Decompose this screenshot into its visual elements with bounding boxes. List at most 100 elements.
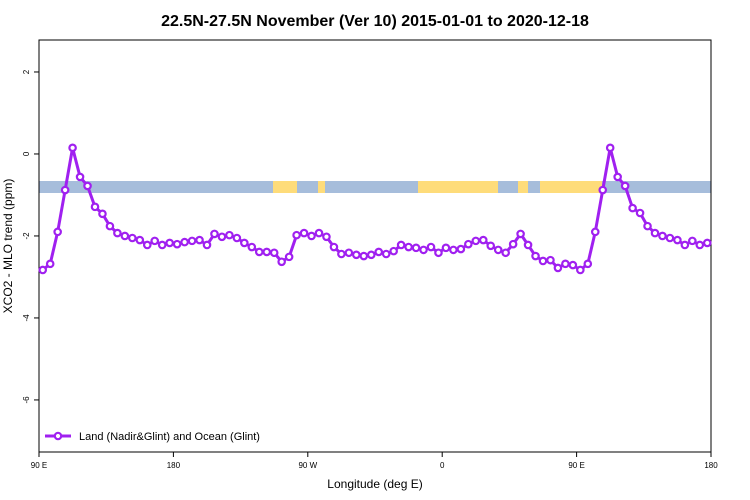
data-point xyxy=(366,250,376,260)
data-point xyxy=(688,236,697,246)
data-point xyxy=(225,230,234,240)
data-point xyxy=(493,245,503,255)
y-tick-label: -2 xyxy=(22,232,31,240)
data-point xyxy=(45,259,55,269)
data-point xyxy=(254,247,264,257)
data-point xyxy=(359,251,369,261)
data-point xyxy=(434,248,443,258)
data-point xyxy=(105,221,115,231)
data-point xyxy=(337,249,346,259)
plot-frame xyxy=(38,39,712,453)
data-point xyxy=(68,143,77,153)
data-point xyxy=(486,241,496,251)
y-axis-label: XCO2 - MLO trend (ppm) xyxy=(1,179,15,314)
data-point xyxy=(501,248,510,258)
data-point xyxy=(628,203,637,213)
data-point xyxy=(352,250,361,260)
y-tick-label: 2 xyxy=(22,69,31,74)
data-point xyxy=(307,231,316,241)
data-point xyxy=(411,243,421,253)
data-point xyxy=(172,239,182,249)
data-point xyxy=(464,239,473,249)
legend-marker xyxy=(53,431,63,441)
data-point xyxy=(643,221,652,231)
data-point xyxy=(240,238,249,248)
data-point xyxy=(150,236,160,246)
data-point xyxy=(568,260,578,270)
data-point xyxy=(284,252,294,262)
data-point xyxy=(195,235,204,245)
data-point xyxy=(180,237,189,247)
data-point xyxy=(90,202,100,212)
data-point xyxy=(120,231,130,241)
data-point xyxy=(471,236,481,246)
data-point xyxy=(128,233,137,243)
data-point xyxy=(441,243,451,253)
y-tick-label: -6 xyxy=(22,396,31,404)
data-point xyxy=(344,248,354,258)
data-point xyxy=(404,242,413,252)
data-point xyxy=(590,227,600,237)
data-point xyxy=(702,238,712,248)
data-point xyxy=(620,181,630,191)
data-point xyxy=(680,240,690,250)
x-axis-label: Longitude (deg E) xyxy=(327,477,422,491)
data-point xyxy=(508,239,518,249)
data-point xyxy=(314,228,324,238)
data-point xyxy=(426,242,436,252)
x-tick-label: 90 E xyxy=(31,461,47,470)
y-tick-label: 0 xyxy=(22,151,31,156)
data-point xyxy=(329,242,339,252)
x-tick-label: 180 xyxy=(167,461,181,470)
data-point xyxy=(516,229,525,239)
data-point xyxy=(650,228,660,238)
map-strip xyxy=(39,181,711,193)
data-point xyxy=(605,143,615,153)
data-point xyxy=(53,227,62,237)
chart-title: 22.5N-27.5N November (Ver 10) 2015-01-01… xyxy=(161,13,589,30)
x-tick-label: 90 E xyxy=(568,461,584,470)
data-point xyxy=(113,228,122,238)
data-point xyxy=(635,208,645,218)
data-point xyxy=(456,244,466,254)
data-point xyxy=(553,263,563,273)
data-point xyxy=(673,235,682,245)
data-point xyxy=(187,236,197,246)
data-point xyxy=(269,248,279,258)
data-point xyxy=(449,245,458,255)
data-point xyxy=(142,240,152,250)
data-point xyxy=(299,228,309,238)
data-point xyxy=(665,233,675,243)
data-point xyxy=(613,172,622,182)
data-point xyxy=(583,259,593,269)
data-point xyxy=(419,245,428,255)
data-point xyxy=(292,230,301,240)
data-point xyxy=(322,232,331,242)
data-point xyxy=(374,247,384,257)
data-point xyxy=(381,249,391,259)
data-point xyxy=(210,229,219,239)
data-point xyxy=(217,232,227,242)
data-point xyxy=(60,185,70,195)
x-tick-label: 180 xyxy=(704,461,718,470)
data-point xyxy=(98,209,107,219)
data-point xyxy=(561,259,570,269)
data-point xyxy=(478,235,488,245)
data-point xyxy=(695,240,705,250)
data-point xyxy=(262,247,272,257)
data-point xyxy=(247,242,257,252)
data-point xyxy=(232,233,242,243)
legend-label: Land (Nadir&Glint) and Ocean (Glint) xyxy=(79,431,260,443)
data-point xyxy=(538,256,548,266)
data-point xyxy=(546,255,555,265)
data-point xyxy=(523,240,533,250)
data-point xyxy=(389,246,398,256)
data-point xyxy=(598,185,608,195)
x-tick-label: 90 W xyxy=(298,461,317,470)
data-point xyxy=(38,265,48,275)
data-point xyxy=(157,240,167,250)
data-point xyxy=(202,240,212,250)
data-point xyxy=(277,257,286,267)
y-tick-label: -4 xyxy=(22,314,31,322)
